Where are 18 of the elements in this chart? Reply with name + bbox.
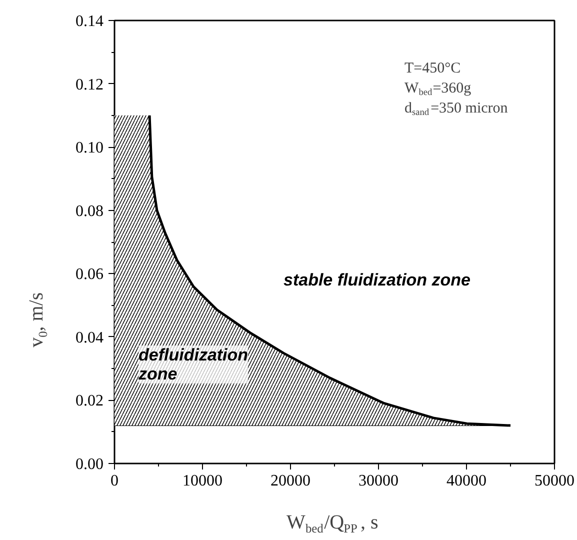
- y-tick-label: 0.08: [76, 202, 104, 220]
- y-tick-label: 0.00: [76, 456, 104, 473]
- y-tick-label: 0.10: [76, 140, 104, 157]
- x-tick-label: 0: [110, 472, 118, 490]
- x-tick-label: 50000: [534, 472, 574, 490]
- x-tick-label: 10000: [182, 472, 222, 490]
- annotation: stable fluidization zone: [284, 270, 471, 290]
- x-tick-label: 40000: [446, 472, 486, 490]
- x-tick-label: 20000: [270, 472, 310, 490]
- y-tick-label: 0.02: [76, 392, 104, 410]
- y-tick-label: 0.06: [76, 266, 104, 284]
- y-tick-label: 0.12: [76, 76, 104, 94]
- x-tick-label: 30000: [358, 472, 398, 490]
- annotation: defluidization zone: [138, 346, 248, 384]
- y-tick-label: 0.14: [76, 13, 104, 30]
- y-tick-label: 0.04: [76, 329, 104, 346]
- annotation: T=450°C: [404, 60, 461, 76]
- y-axis-title: v0, m/s: [26, 292, 50, 348]
